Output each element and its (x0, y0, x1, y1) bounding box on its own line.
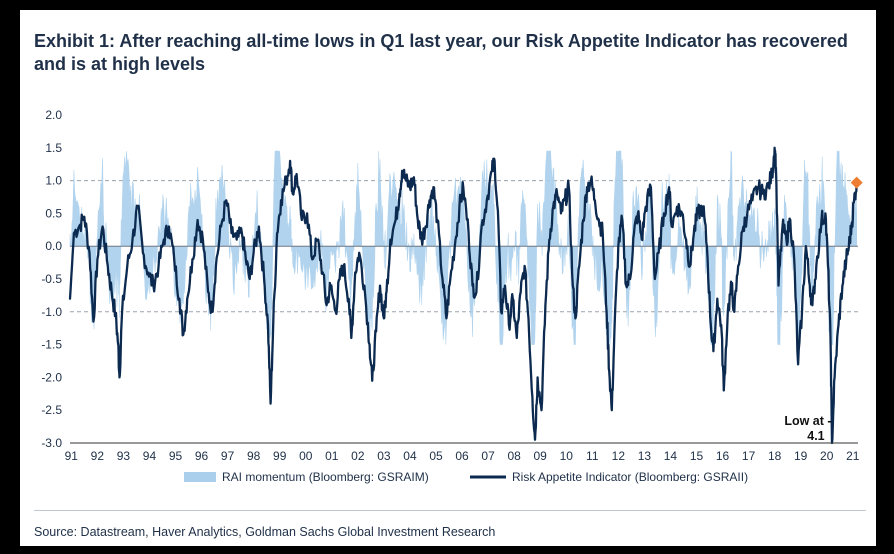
x-tick-label: 16 (716, 449, 730, 463)
x-tick-label: 20 (820, 449, 834, 463)
current-value-marker (850, 176, 863, 189)
y-tick-label: 2.0 (45, 108, 62, 122)
x-tick-label: 15 (690, 449, 704, 463)
y-tick-label: -2.5 (41, 403, 62, 417)
x-tick-label: 00 (299, 449, 313, 463)
legend-swatch-momentum (184, 472, 216, 482)
x-tick-label: 03 (377, 449, 391, 463)
x-tick-label: 21 (846, 449, 860, 463)
x-tick-label: 92 (91, 449, 105, 463)
x-tick-label: 19 (794, 449, 808, 463)
x-tick-label: 94 (143, 449, 157, 463)
x-tick-label: 07 (481, 449, 495, 463)
x-tick-label: 97 (221, 449, 235, 463)
annotation-line1: Low at - (784, 414, 831, 428)
x-tick-label: 96 (195, 449, 209, 463)
x-tick-label: 04 (403, 449, 417, 463)
x-tick-label: 06 (455, 449, 469, 463)
y-tick-label: 1.5 (45, 141, 62, 155)
momentum-area (69, 149, 857, 346)
x-tick-label: 02 (351, 449, 365, 463)
y-tick-label: -1.5 (41, 338, 62, 352)
x-tick-label: 08 (507, 449, 521, 463)
source-note: Source: Datastream, Haver Analytics, Gol… (34, 525, 496, 539)
y-tick-label: 0.0 (45, 239, 62, 253)
y-tick-label: -3.0 (41, 436, 62, 450)
x-tick-label: 18 (768, 449, 782, 463)
y-tick-label: -1.0 (41, 305, 62, 319)
x-tick-label: 01 (325, 449, 339, 463)
legend-label-momentum: RAI momentum (Bloomberg: GSRAIM) (222, 470, 429, 484)
x-tick-label: 95 (169, 449, 183, 463)
chart-title: Exhibit 1: After reaching all-time lows … (34, 31, 848, 74)
annotation-line2: 4.1 (807, 429, 824, 443)
y-tick-label: 0.5 (45, 206, 62, 220)
x-tick-label: 17 (742, 449, 756, 463)
x-tick-label: 91 (65, 449, 79, 463)
x-tick-label: 13 (638, 449, 652, 463)
x-tick-label: 99 (273, 449, 287, 463)
chart-frame: Exhibit 1: After reaching all-time lows … (20, 10, 876, 546)
y-tick-label: -0.5 (41, 272, 62, 286)
x-tick-label: 11 (586, 449, 599, 463)
x-tick-label: 93 (117, 449, 131, 463)
y-tick-label: 1.0 (45, 174, 62, 188)
x-tick-label: 14 (664, 449, 678, 463)
x-tick-label: 09 (534, 449, 548, 463)
x-tick-label: 05 (429, 449, 443, 463)
x-tick-label: 98 (247, 449, 261, 463)
legend-label-indicator: Risk Appetite Indicator (Bloomberg: GSRA… (512, 470, 748, 484)
separator-line (34, 510, 866, 511)
x-tick-label: 12 (612, 449, 626, 463)
y-tick-label: -2.0 (41, 370, 62, 384)
x-tick-label: 10 (560, 449, 574, 463)
indicator-line (68, 146, 858, 445)
chart-canvas: 2.01.51.00.50.0-0.5-1.0-1.5-2.0-2.5-3.09… (41, 108, 863, 484)
